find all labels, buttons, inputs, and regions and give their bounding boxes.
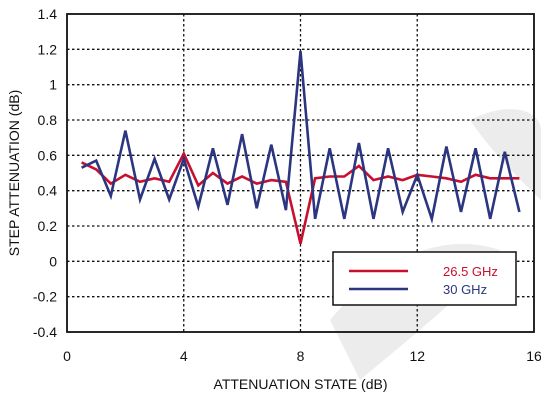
series-line-30-ghz — [81, 50, 521, 224]
legend-items: 26.5 GHz 30 GHz — [349, 264, 498, 297]
y-tick-label: 0 — [49, 253, 57, 269]
plot-frame — [66, 13, 535, 333]
y-axis-label: STEP ATTENUATION (dB) — [6, 90, 22, 256]
tick-label-layer: -0.4 -0.2 0 0.2 0.4 0.6 0.8 1 1.2 1.4 0 4 8 12 16 — [33, 6, 541, 364]
y-tick-label: 1.2 — [38, 41, 58, 57]
series-layer — [81, 50, 521, 244]
y-tick-label: 1.4 — [38, 6, 58, 22]
legend: 26.5 GHz 30 GHz — [332, 251, 517, 306]
legend-box — [332, 251, 517, 306]
y-tick-label: -0.4 — [33, 324, 57, 340]
x-tick-label: 8 — [297, 348, 305, 364]
x-tick-label: 0 — [63, 348, 71, 364]
y-tick-label: 0.2 — [38, 218, 58, 234]
watermark-layer — [330, 109, 541, 380]
y-tick-label: -0.2 — [33, 289, 57, 305]
legend-label: 30 GHz — [443, 282, 487, 297]
legend-label: 26.5 GHz — [443, 264, 498, 279]
series-line-26-5-ghz — [81, 150, 520, 244]
y-tick-label: 0.4 — [38, 183, 58, 199]
y-tick-label: 1 — [49, 77, 57, 93]
y-tick-label: 0.6 — [38, 147, 58, 163]
x-tick-label: 12 — [409, 348, 425, 364]
x-axis-label: ATTENUATION STATE (dB) — [214, 376, 388, 392]
x-tick-label: 4 — [180, 348, 188, 364]
x-tick-label: 16 — [526, 348, 541, 364]
y-tick-label: 0.8 — [38, 112, 58, 128]
